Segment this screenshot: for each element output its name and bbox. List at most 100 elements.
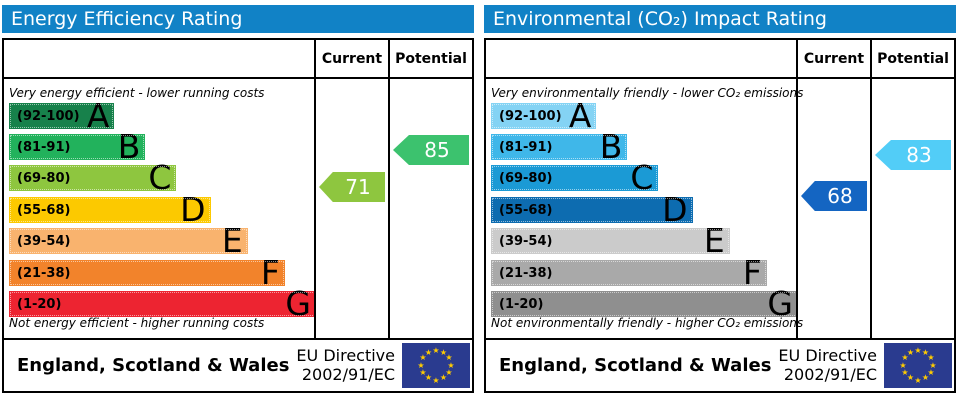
- band-letter: F: [260, 253, 280, 292]
- page-title: Environmental (CO₂) Impact Rating: [493, 8, 827, 30]
- panel-title-bar: Environmental (CO₂) Impact Rating: [484, 5, 956, 33]
- table-body-row: Very energy efficient - lower running co…: [4, 79, 472, 338]
- eu-star-icon: ★: [929, 360, 937, 370]
- eu-star-icon: ★: [424, 347, 433, 357]
- band-range-label: (39-54): [17, 233, 71, 249]
- band-range-label: (81-91): [499, 139, 553, 155]
- band-b: (81-91) B: [9, 127, 146, 166]
- band-range-label: (1-20): [17, 296, 62, 312]
- band-range-label: (1-20): [499, 296, 544, 312]
- eu-star-icon: ★: [439, 347, 448, 357]
- band-scale-cell: Very environmentally friendly - lower CO…: [486, 79, 804, 338]
- band-range-label: (69-80): [499, 170, 553, 186]
- current-rating-value: 68: [827, 184, 853, 208]
- band-letter: D: [180, 190, 206, 229]
- current-rating-value: 71: [345, 175, 371, 199]
- energy-efficiency-panel: Energy Efficiency Rating Current Potenti…: [2, 0, 474, 404]
- band-d: (55-68) D: [9, 190, 211, 229]
- table-footer-row: England, Scotland & Wales EU Directive 2…: [4, 338, 472, 391]
- band-range-label: (55-68): [17, 202, 71, 218]
- eu-star-icon: ★: [419, 353, 427, 362]
- eu-directive-label: EU Directive 2002/91/EC: [778, 345, 877, 384]
- eu-flag-icon: ★ ★ ★ ★ ★ ★ ★ ★ ★ ★ ★ ★: [402, 343, 470, 388]
- band-letter: E: [221, 221, 243, 260]
- band-letter: C: [148, 158, 172, 197]
- eu-star-icon: ★: [417, 360, 425, 370]
- top-note: Very environmentally friendly - lower CO…: [491, 86, 804, 100]
- eu-star-icon: ★: [432, 375, 440, 385]
- table-body-row: Very environmentally friendly - lower CO…: [486, 79, 954, 338]
- band-range-label: (81-91): [17, 139, 71, 155]
- eu-star-icon: ★: [445, 368, 453, 377]
- eu-star-icon: ★: [914, 375, 922, 385]
- current-rating-arrow: 71: [319, 172, 385, 202]
- potential-rating-cell: 83: [870, 79, 954, 338]
- region-label: England, Scotland & Wales: [17, 355, 290, 376]
- band-b: (81-91) B: [491, 127, 628, 166]
- eu-star-icon: ★: [921, 373, 930, 383]
- band-e: (39-54) E: [491, 221, 730, 260]
- eu-star-icon: ★: [899, 360, 907, 370]
- band-a: (92-100) A: [491, 96, 597, 135]
- band-range-label: (92-100): [17, 108, 80, 124]
- page-title: Energy Efficiency Rating: [11, 8, 243, 30]
- band-letter: D: [662, 190, 688, 229]
- band-letter: B: [117, 127, 141, 166]
- eu-star-icon: ★: [901, 353, 909, 362]
- eu-star-icon: ★: [921, 347, 930, 357]
- eu-star-icon: ★: [432, 345, 440, 355]
- band-letter: E: [703, 221, 725, 260]
- potential-rating-value: 85: [424, 138, 450, 162]
- eu-star-icon: ★: [419, 368, 427, 377]
- eu-star-icon: ★: [927, 353, 935, 362]
- region-label: England, Scotland & Wales: [499, 355, 772, 376]
- eu-star-icon: ★: [906, 373, 915, 383]
- band-g: (1-20) G: [9, 284, 316, 323]
- band-c: (69-80) C: [9, 158, 177, 197]
- band-range-label: (92-100): [499, 108, 562, 124]
- band-letter: F: [742, 253, 762, 292]
- band-d: (55-68) D: [491, 190, 693, 229]
- current-rating-cell: 71: [314, 79, 388, 338]
- table-header-row: Current Potential: [4, 40, 472, 79]
- header-spacer-cell: [486, 40, 796, 77]
- header-spacer-cell: [4, 40, 314, 77]
- band-range-label: (21-38): [499, 265, 553, 281]
- potential-column-header: Potential: [388, 40, 472, 77]
- bottom-note: Not energy efficient - higher running co…: [9, 316, 265, 330]
- band-letter: C: [630, 158, 654, 197]
- eu-star-icon: ★: [445, 353, 453, 362]
- band-range-label: (55-68): [499, 202, 553, 218]
- rating-table: Current Potential Very energy efficient …: [2, 38, 474, 393]
- eu-star-icon: ★: [447, 360, 455, 370]
- band-range-label: (69-80): [17, 170, 71, 186]
- eu-star-icon: ★: [914, 345, 922, 355]
- potential-rating-arrow: 85: [393, 135, 469, 165]
- eu-star-icon: ★: [424, 373, 433, 383]
- band-f: (21-38) F: [491, 253, 767, 292]
- band-g: (1-20) G: [491, 284, 798, 323]
- top-note: Very energy efficient - lower running co…: [9, 86, 265, 100]
- table-footer-row: England, Scotland & Wales EU Directive 2…: [486, 338, 954, 391]
- potential-rating-value: 83: [906, 143, 932, 167]
- rating-table: Current Potential Very environmentally f…: [484, 38, 956, 393]
- band-c: (69-80) C: [491, 158, 659, 197]
- environmental-impact-panel: Environmental (CO₂) Impact Rating Curren…: [484, 0, 956, 404]
- band-a: (92-100) A: [9, 99, 115, 132]
- band-letter: G: [285, 284, 311, 323]
- eu-flag-icon: ★ ★ ★ ★ ★ ★ ★ ★ ★ ★ ★ ★: [884, 343, 952, 388]
- current-column-header: Current: [796, 40, 870, 77]
- band-letter: G: [767, 284, 793, 323]
- band-f: (21-38) F: [9, 253, 285, 292]
- band-letter: B: [599, 127, 623, 166]
- current-rating-arrow: 68: [801, 181, 867, 211]
- potential-column-header: Potential: [870, 40, 954, 77]
- band-letter: A: [568, 96, 592, 135]
- band-range-label: (21-38): [17, 265, 71, 281]
- panel-title-bar: Energy Efficiency Rating: [2, 5, 474, 33]
- potential-rating-cell: 85: [388, 79, 472, 338]
- eu-star-icon: ★: [901, 368, 909, 377]
- eu-star-icon: ★: [906, 347, 915, 357]
- bottom-note: Not environmentally friendly - higher CO…: [491, 316, 804, 330]
- table-header-row: Current Potential: [486, 40, 954, 79]
